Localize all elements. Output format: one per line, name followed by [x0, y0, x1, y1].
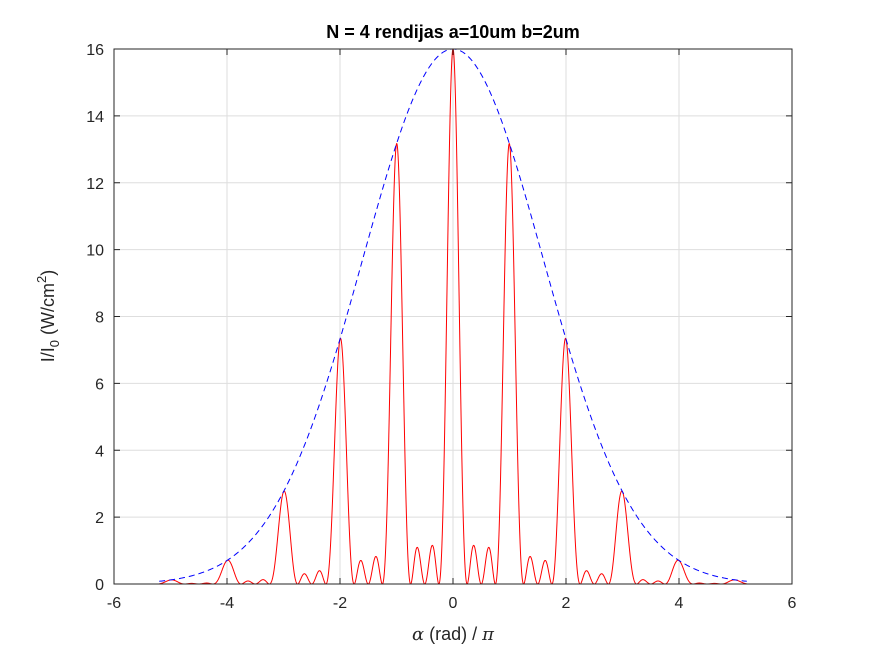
y-tick-label: 4 [95, 443, 104, 460]
x-axis-label-symbol: α [412, 624, 424, 645]
y-axis-label-mid: (W/cm [38, 283, 58, 340]
x-tick-label: 2 [562, 595, 571, 612]
y-axis-label-sub: 0 [47, 340, 62, 347]
y-tick-label: 12 [86, 176, 104, 193]
y-axis-label: I/I0 (W/cm2) [34, 270, 62, 362]
x-tick-label: 0 [449, 595, 458, 612]
y-axis-label-sup: 2 [34, 276, 49, 283]
y-tick-label: 16 [86, 42, 104, 59]
y-axis-label-post: ) [38, 270, 58, 276]
y-tick-label: 6 [95, 376, 104, 393]
x-tick-label: -6 [107, 595, 121, 612]
y-axis-label-pre: I/I [38, 347, 58, 362]
x-axis-label: α (rad) / π [412, 624, 495, 645]
x-axis-label-pi: π [481, 624, 495, 645]
x-tick-label: -4 [220, 595, 234, 612]
ticks: -6 -4 -2 0 2 4 6 0 2 4 6 8 10 12 14 16 [86, 42, 796, 612]
chart-title: N = 4 rendijas a=10um b=2um [326, 22, 580, 42]
y-tick-label: 14 [86, 109, 104, 126]
y-tick-label: 10 [86, 243, 104, 260]
x-tick-label: 6 [788, 595, 797, 612]
x-tick-label: -2 [333, 595, 347, 612]
y-tick-label: 2 [95, 510, 104, 527]
y-tick-label: 0 [95, 577, 104, 594]
x-tick-label: 4 [675, 595, 684, 612]
x-axis-label-text: (rad) / [424, 624, 482, 644]
grid [114, 49, 792, 584]
y-tick-label: 8 [95, 310, 104, 327]
